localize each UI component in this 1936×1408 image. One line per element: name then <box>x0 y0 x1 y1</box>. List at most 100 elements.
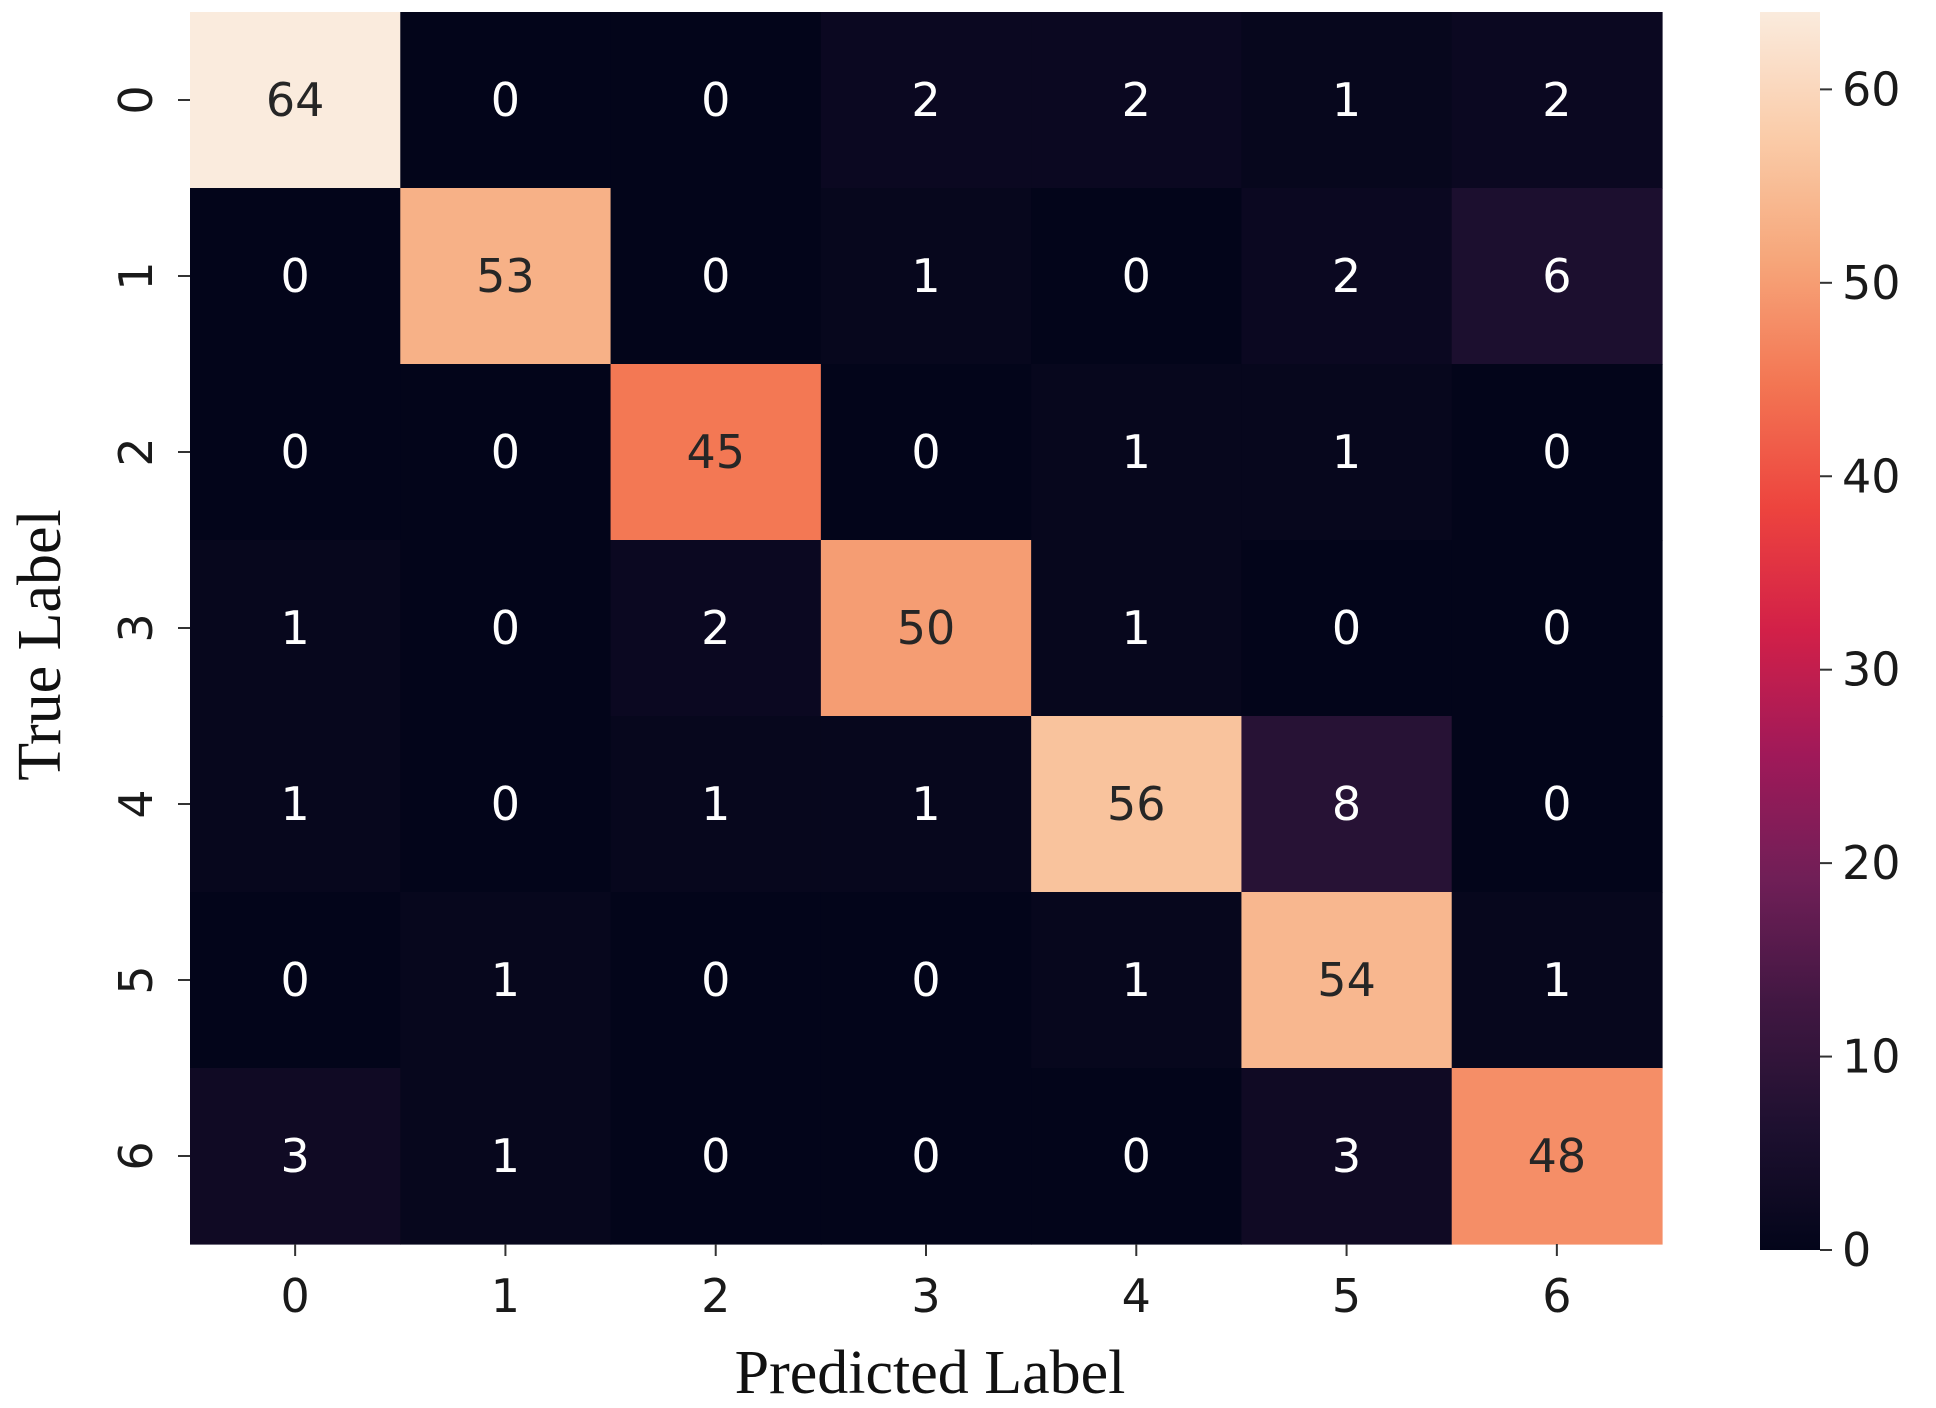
heatmap-cell <box>190 892 401 1069</box>
cell-value-label: 0 <box>701 249 730 303</box>
heatmap-annotations: 64 0 0 2 2 1 2 0 53 0 1 0 2 6 0 0 45 0 1 1 0 1 0 2 50 1 0 0 1 0 1 1 56 8 0… <box>266 73 1586 1183</box>
heatmap-cell <box>610 892 822 1069</box>
cell-value-label: 0 <box>701 73 730 127</box>
cell-value-label: 0 <box>281 249 310 303</box>
heatmap-cell <box>1241 716 1453 893</box>
heatmap-cell <box>1241 892 1453 1069</box>
cell-value-label: 1 <box>911 249 940 303</box>
cell-value-label: 2 <box>1542 73 1571 127</box>
heatmap-cell <box>1241 12 1453 189</box>
y-tick-label: 5 <box>109 965 163 994</box>
heatmap-cell <box>610 540 822 717</box>
colorbar: 0 10 20 30 40 50 60 <box>1760 12 1901 1277</box>
x-tick-label: 6 <box>1542 1269 1571 1323</box>
cell-value-label: 1 <box>1332 73 1361 127</box>
y-tick-label: 1 <box>109 261 163 290</box>
colorbar-tick-label: 0 <box>1842 1223 1871 1277</box>
cell-value-label: 1 <box>491 1129 520 1183</box>
heatmap-cell <box>190 540 401 717</box>
heatmap-cell <box>190 188 401 365</box>
cell-value-label: 1 <box>1332 425 1361 479</box>
heatmap-cell <box>190 716 401 893</box>
heatmap-cells <box>190 12 1663 1245</box>
heatmap-cell <box>820 1068 1032 1245</box>
heatmap-cell <box>400 188 612 365</box>
heatmap-cell <box>1031 364 1243 541</box>
colorbar-tick-label: 60 <box>1842 62 1901 116</box>
cell-value-label: 64 <box>266 73 325 127</box>
cell-value-label: 0 <box>1122 1129 1151 1183</box>
x-tick-label: 4 <box>1122 1269 1151 1323</box>
cell-value-label: 2 <box>1122 73 1151 127</box>
cell-value-label: 0 <box>911 953 940 1007</box>
heatmap-cell <box>190 1068 401 1245</box>
heatmap-cell <box>1451 364 1663 541</box>
cell-value-label: 0 <box>1542 601 1571 655</box>
y-tick-label: 4 <box>109 789 163 818</box>
cell-value-label: 0 <box>911 1129 940 1183</box>
heatmap-cell <box>400 540 612 717</box>
cell-value-label: 0 <box>701 953 730 1007</box>
heatmap-cell <box>1031 716 1243 893</box>
heatmap-cell <box>1241 540 1453 717</box>
cell-value-label: 3 <box>281 1129 310 1183</box>
cell-value-label: 1 <box>911 777 940 831</box>
heatmap-cell <box>1451 540 1663 717</box>
heatmap-cell <box>1451 188 1663 365</box>
heatmap-cell <box>820 716 1032 893</box>
heatmap-cell <box>400 892 612 1069</box>
cell-value-label: 2 <box>701 601 730 655</box>
heatmap-cell <box>1241 1068 1453 1245</box>
cell-value-label: 1 <box>281 777 310 831</box>
cell-value-label: 1 <box>701 777 730 831</box>
heatmap-cell <box>190 12 401 189</box>
cell-value-label: 1 <box>1122 953 1151 1007</box>
heatmap-cell <box>820 364 1032 541</box>
heatmap-cell <box>1451 12 1663 189</box>
cell-value-label: 2 <box>911 73 940 127</box>
x-tick-label: 2 <box>701 1269 730 1323</box>
cell-value-label: 48 <box>1528 1129 1587 1183</box>
cell-value-label: 0 <box>281 953 310 1007</box>
cell-value-label: 1 <box>491 953 520 1007</box>
cell-value-label: 0 <box>1122 249 1151 303</box>
heatmap-cell <box>820 188 1032 365</box>
cell-value-label: 50 <box>897 601 956 655</box>
x-tick-label: 1 <box>491 1269 520 1323</box>
cell-value-label: 54 <box>1317 953 1376 1007</box>
x-axis: 0 1 2 3 4 5 6 <box>281 1244 1571 1323</box>
y-tick-label: 3 <box>109 613 163 642</box>
cell-value-label: 53 <box>476 249 535 303</box>
heatmap-cell <box>1241 188 1453 365</box>
y-tick-label: 6 <box>109 1141 163 1170</box>
cell-value-label: 0 <box>911 425 940 479</box>
cell-value-label: 3 <box>1332 1129 1361 1183</box>
heatmap-cell <box>610 716 822 893</box>
heatmap-cell <box>1031 1068 1243 1245</box>
heatmap-cell <box>1031 540 1243 717</box>
colorbar-gradient <box>1760 12 1820 1250</box>
colorbar-tick-label: 30 <box>1842 643 1901 697</box>
heatmap-cell <box>1451 892 1663 1069</box>
cell-value-label: 0 <box>281 425 310 479</box>
cell-value-label: 0 <box>491 73 520 127</box>
colorbar-tick-label: 40 <box>1842 449 1901 503</box>
cell-value-label: 1 <box>1542 953 1571 1007</box>
cell-value-label: 1 <box>281 601 310 655</box>
cell-value-label: 8 <box>1332 777 1361 831</box>
heatmap-cell <box>1451 716 1663 893</box>
heatmap-cell <box>400 716 612 893</box>
heatmap-cell <box>610 188 822 365</box>
x-axis-label: Predicted Label <box>735 1339 1126 1407</box>
colorbar-tick-label: 50 <box>1842 256 1901 310</box>
cell-value-label: 56 <box>1107 777 1166 831</box>
cell-value-label: 0 <box>491 425 520 479</box>
y-axis-label: True Label <box>6 509 74 781</box>
cell-value-label: 1 <box>1122 425 1151 479</box>
y-axis: 0 1 2 3 4 5 6 <box>109 85 190 1171</box>
heatmap-cell <box>400 12 612 189</box>
heatmap-cell <box>820 540 1032 717</box>
heatmap-cell <box>400 364 612 541</box>
heatmap-cell <box>1241 364 1453 541</box>
